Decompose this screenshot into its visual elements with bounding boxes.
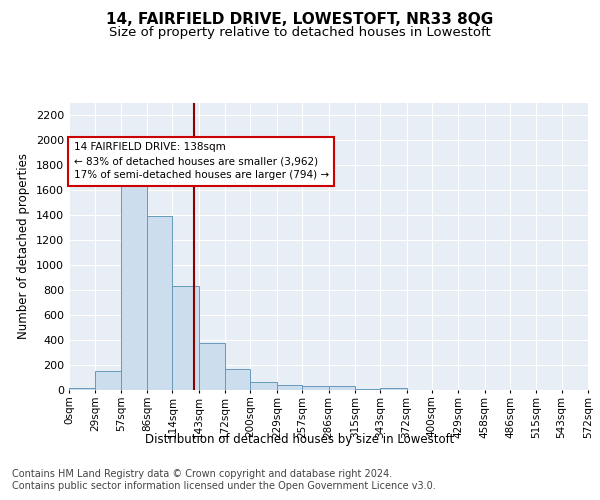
Bar [121, 178, 147, 390]
Bar [302, 386, 329, 390]
Bar [95, 370, 121, 390]
Bar [277, 385, 302, 390]
Bar [329, 386, 355, 390]
Bar [225, 370, 250, 390]
Text: Size of property relative to detached houses in Lowestoft: Size of property relative to detached ho… [109, 26, 491, 39]
Bar [199, 342, 225, 390]
Bar [172, 286, 199, 390]
Bar [380, 388, 407, 390]
Bar [147, 216, 172, 390]
Text: Distribution of detached houses by size in Lowestoft: Distribution of detached houses by size … [145, 432, 455, 446]
Text: 14, FAIRFIELD DRIVE, LOWESTOFT, NR33 8QG: 14, FAIRFIELD DRIVE, LOWESTOFT, NR33 8QG [106, 12, 494, 28]
Text: Contains HM Land Registry data © Crown copyright and database right 2024.
Contai: Contains HM Land Registry data © Crown c… [12, 469, 436, 490]
Text: 14 FAIRFIELD DRIVE: 138sqm
← 83% of detached houses are smaller (3,962)
17% of s: 14 FAIRFIELD DRIVE: 138sqm ← 83% of deta… [74, 142, 329, 180]
Bar [250, 382, 277, 390]
Y-axis label: Number of detached properties: Number of detached properties [17, 153, 31, 340]
Bar [69, 388, 95, 390]
